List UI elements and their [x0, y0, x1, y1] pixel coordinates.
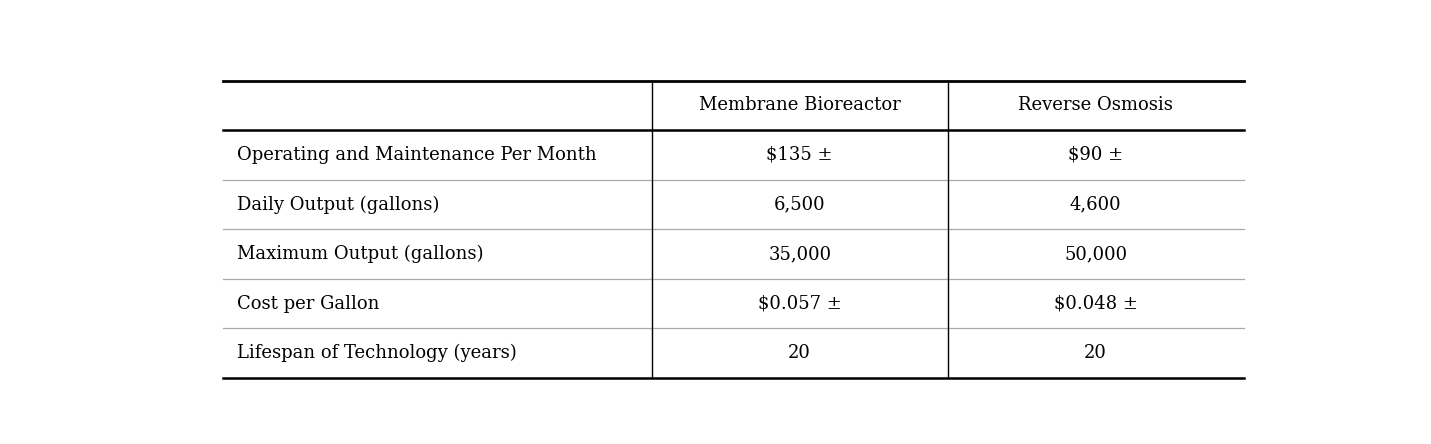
- Text: Reverse Osmosis: Reverse Osmosis: [1019, 96, 1173, 115]
- Text: Operating and Maintenance Per Month: Operating and Maintenance Per Month: [236, 146, 597, 164]
- Text: Maximum Output (gallons): Maximum Output (gallons): [236, 245, 484, 263]
- Text: $135 ±: $135 ±: [767, 146, 833, 164]
- Text: $0.048 ±: $0.048 ±: [1053, 295, 1138, 313]
- Text: 20: 20: [788, 344, 811, 362]
- Text: 6,500: 6,500: [774, 195, 826, 214]
- Text: $0.057 ±: $0.057 ±: [758, 295, 841, 313]
- Text: Membrane Bioreactor: Membrane Bioreactor: [698, 96, 900, 115]
- Text: 20: 20: [1085, 344, 1108, 362]
- Text: Daily Output (gallons): Daily Output (gallons): [236, 195, 439, 214]
- Text: 4,600: 4,600: [1070, 195, 1122, 214]
- Text: Cost per Gallon: Cost per Gallon: [236, 295, 379, 313]
- Text: 35,000: 35,000: [768, 245, 831, 263]
- Text: Lifespan of Technology (years): Lifespan of Technology (years): [236, 344, 517, 362]
- Text: $90 ±: $90 ±: [1068, 146, 1123, 164]
- Text: 50,000: 50,000: [1065, 245, 1128, 263]
